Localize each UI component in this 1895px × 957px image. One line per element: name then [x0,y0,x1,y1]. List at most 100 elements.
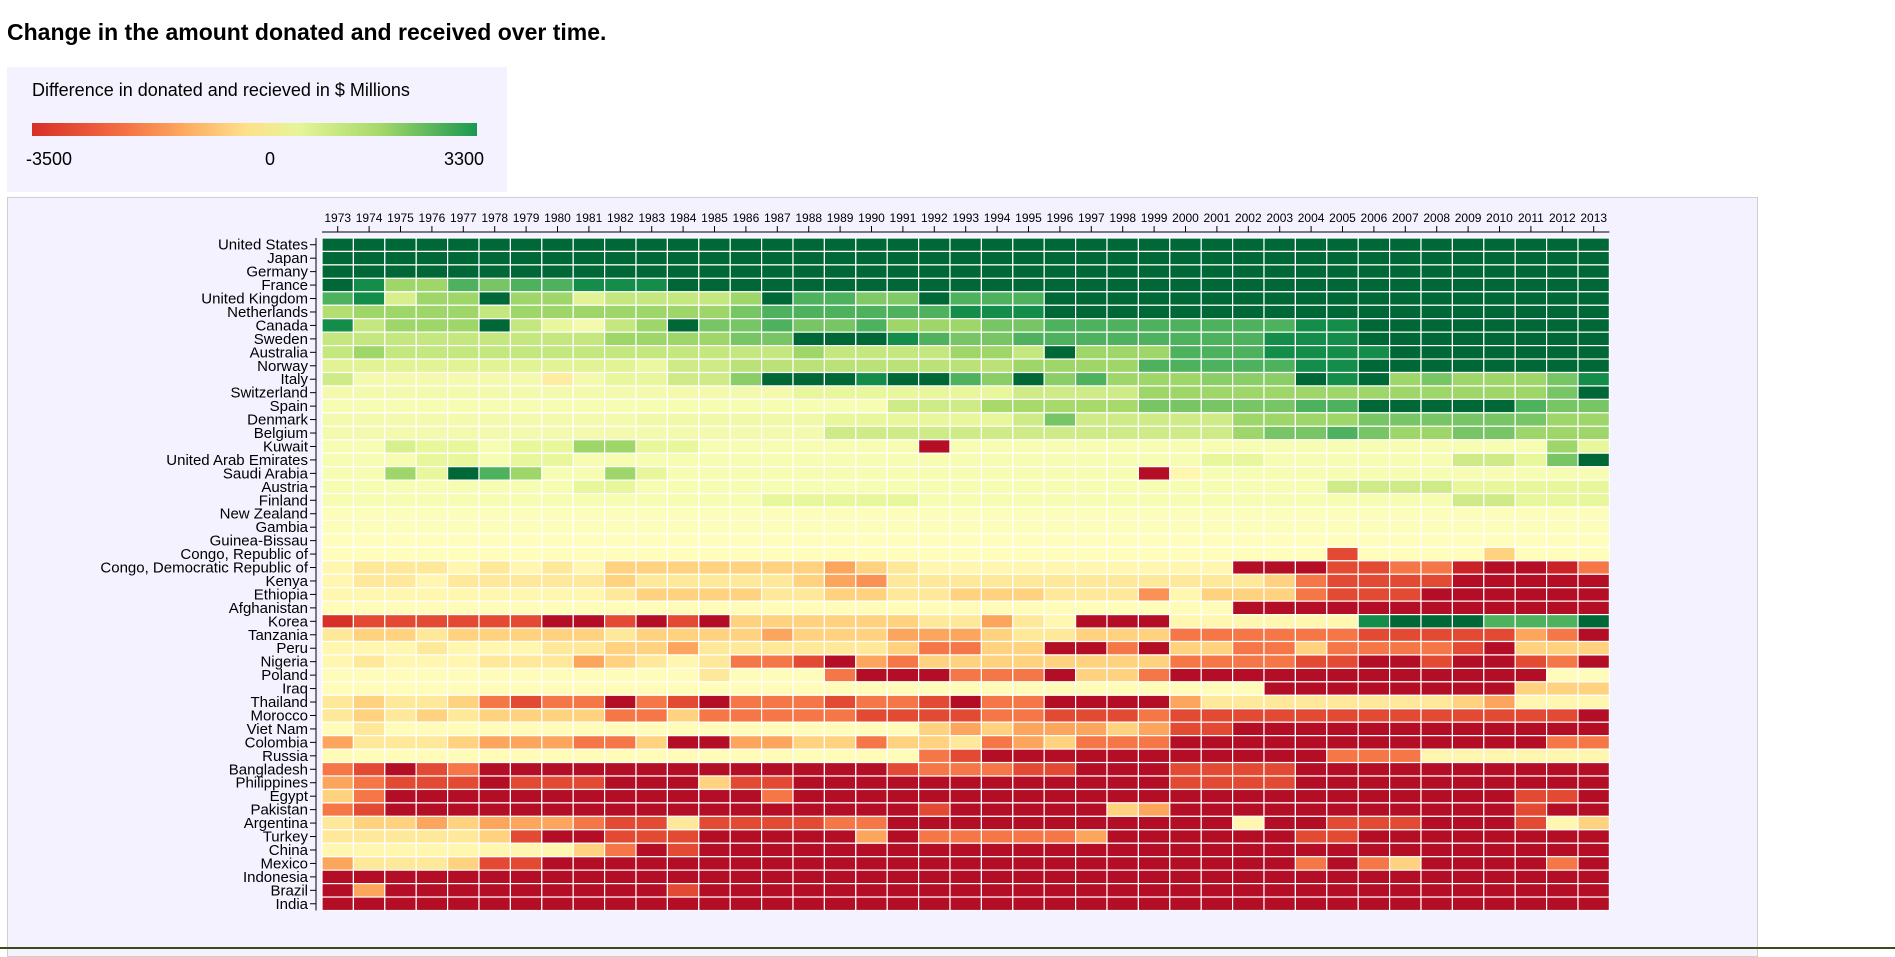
heatmap-cell [603,667,637,683]
y-tick-label: Peru [276,640,308,657]
heatmap-cell [384,708,417,723]
heatmap-cell [478,775,511,791]
heatmap-cell [1388,506,1422,522]
heatmap-cell [447,304,480,320]
heatmap-cell [823,439,857,454]
heatmap-cell [1231,600,1265,616]
heatmap-cell [980,318,1014,333]
x-tick-label: 1983 [638,211,665,225]
heatmap-cell [666,802,700,817]
heatmap-cell [1106,519,1139,535]
heatmap-cell [1043,587,1077,602]
heatmap-cell [384,452,417,468]
heatmap-cell [1106,304,1139,320]
heatmap-cell [509,492,543,508]
heatmap-cell [760,264,794,279]
heatmap-cell [509,560,543,575]
heatmap-cell [352,345,386,360]
heatmap-cell [1326,640,1359,656]
heatmap-cell [666,439,700,454]
heatmap-cell [478,546,511,562]
heatmap-cell [917,815,951,831]
heatmap-cell [1012,277,1045,293]
heatmap-cell [447,466,480,481]
y-tick-label: India [275,896,308,913]
heatmap-cell [1451,492,1485,508]
heatmap-cell [1451,802,1485,817]
heatmap-cell [1451,412,1485,427]
heatmap-cell [509,479,543,495]
heatmap-cell [823,318,857,333]
heatmap-cell [760,721,794,737]
heatmap-cell [1106,345,1139,360]
heatmap-cell [384,466,417,481]
heatmap-cell [1294,506,1328,522]
heatmap-cell [1545,761,1579,777]
heatmap-cell [1263,614,1296,629]
heatmap-cell [1231,452,1265,468]
heatmap-cell [635,761,668,777]
x-tick-label: 1987 [764,211,791,225]
heatmap-cell [1263,546,1296,562]
heatmap-cell [1326,842,1359,858]
heatmap-cell [541,318,574,333]
heatmap-cell [855,573,888,589]
heatmap-cell [1326,304,1359,320]
heatmap-cell [635,560,668,575]
heatmap-cell [980,277,1014,293]
heatmap-cell [886,829,920,844]
heatmap-cell [1545,721,1579,737]
heatmap-cell [447,614,480,629]
heatmap-cell [1200,519,1234,535]
heatmap-cell [1326,587,1359,602]
heatmap-cell [1231,627,1265,643]
heatmap-cell [478,371,511,387]
heatmap-cell [1420,573,1453,589]
heatmap-cell [509,802,543,817]
heatmap-cell [1169,640,1202,656]
heatmap-cell [478,721,511,737]
heatmap-cell [855,667,888,683]
heatmap-cell [949,385,982,400]
heatmap-cell [1388,896,1422,912]
heatmap-cell [1357,896,1391,912]
heatmap-cell [1326,466,1359,481]
heatmap-cell [447,533,480,548]
heatmap-cell [447,331,480,347]
heatmap-cell [635,479,668,495]
heatmap-cell [1012,533,1045,548]
heatmap-cell [352,237,386,253]
heatmap-cell [729,600,763,616]
heatmap-cell [760,533,794,548]
heatmap-cell [321,439,354,454]
heatmap-cell [1263,587,1296,602]
heatmap-cell [1137,681,1171,696]
heatmap-cell [792,533,825,548]
x-tick-label: 2012 [1549,211,1576,225]
heatmap-cell [415,815,449,831]
heatmap-cell [321,304,354,320]
heatmap-cell [1200,721,1234,737]
heatmap-cell [603,506,637,522]
heatmap-cell [603,425,637,441]
heatmap-cell [1357,560,1391,575]
heatmap-cell [1514,291,1548,306]
heatmap-cell [1388,318,1422,333]
heatmap-cell [1514,398,1548,414]
heatmap-cell [1326,371,1359,387]
heatmap-cell [729,829,763,844]
heatmap-cell [1577,277,1610,293]
heatmap-cell [1545,654,1579,670]
heatmap-cell [792,277,825,293]
heatmap-cell [352,331,386,347]
heatmap-cell [823,708,857,723]
heatmap-cell [321,573,354,589]
heatmap-cell [1483,452,1516,468]
heatmap-cell [949,735,982,750]
heatmap-cell [1420,479,1453,495]
heatmap-cell [1137,318,1171,333]
heatmap-cell [541,775,574,791]
heatmap-cell [855,277,888,293]
heatmap-cell [1577,573,1610,589]
heatmap-cell [729,506,763,522]
